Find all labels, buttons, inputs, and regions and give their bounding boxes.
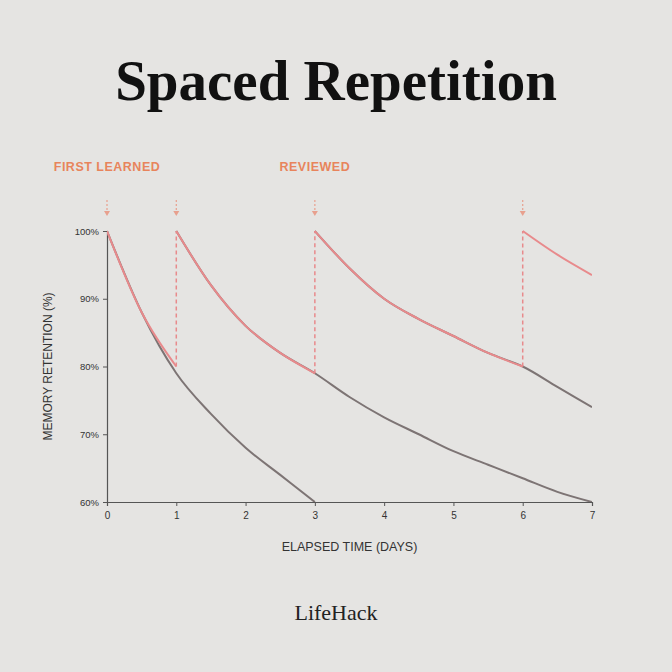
y-tick: 80%: [80, 361, 107, 372]
x-tick-label: 1: [174, 510, 180, 521]
y-tick: 90%: [80, 293, 107, 304]
retention-curve: [107, 231, 315, 502]
x-tick-label: 4: [382, 510, 388, 521]
series: [176, 231, 592, 502]
y-tick-label: 100%: [75, 226, 100, 237]
footer: LifeHack: [294, 600, 377, 625]
review-jump: [314, 231, 316, 373]
x-tick-mark: [523, 502, 524, 506]
x-tick: 3: [313, 502, 319, 521]
event-arrow-stem: [176, 200, 177, 212]
x-tick-label: 2: [243, 510, 249, 521]
x-tick: 6: [520, 502, 526, 521]
event-arrow-head: [104, 211, 110, 216]
title: Spaced Repetition: [115, 49, 557, 112]
event-arrow-stem: [106, 200, 107, 212]
chart: Spaced Repetition FIRST LEARNED REVIEWED 0 1…: [0, 0, 672, 672]
retention-curve: [315, 231, 592, 407]
background: [0, 0, 672, 672]
x-tick-mark: [176, 502, 177, 506]
x-tick: 5: [451, 502, 457, 521]
y-tick-label: 70%: [80, 429, 100, 440]
series: [107, 231, 315, 502]
x-tick-mark: [592, 502, 593, 506]
x-tick: 1: [174, 502, 180, 521]
x-tick: 4: [382, 502, 388, 521]
event-arrow-head: [312, 211, 318, 216]
event-arrow-head: [520, 211, 526, 216]
x-axis-title: ELAPSED TIME (DAYS): [282, 540, 418, 554]
y-tick-mark: [103, 299, 107, 300]
x-tick: 0: [105, 502, 111, 521]
plot-area: [107, 231, 592, 502]
y-tick-label: 60%: [80, 497, 100, 508]
x-tick: 2: [243, 502, 249, 521]
x-tick-label: 7: [590, 510, 596, 521]
y-tick: 70%: [80, 429, 107, 440]
y-tick-mark: [103, 502, 107, 503]
x-tick-mark: [315, 502, 316, 506]
retention-curve: [176, 231, 315, 373]
x-tick-mark: [384, 502, 385, 506]
event-arrow-head: [173, 211, 179, 216]
y-tick-mark: [103, 231, 107, 232]
annotation: REVIEWED: [280, 160, 351, 174]
event-markers: [104, 200, 526, 216]
series: [315, 231, 592, 407]
x-axis-line: [108, 503, 593, 507]
y-axis: 60% 70% 80% 90% 100%: [75, 226, 108, 508]
x-tick-label: 0: [105, 510, 111, 521]
event-arrow-stem: [522, 200, 523, 212]
review-jump: [522, 231, 524, 367]
x-tick-label: 3: [313, 510, 319, 521]
retention-curve: [107, 231, 176, 367]
retention-curve: [523, 231, 592, 275]
x-tick-mark: [453, 502, 454, 506]
retention-curve: [176, 231, 592, 502]
x-tick-label: 6: [520, 510, 526, 521]
x-axis: 0 1 2 3 4 5 6 7: [105, 502, 596, 521]
event-arrow-stem: [314, 200, 315, 212]
x-tick: 7: [590, 502, 596, 521]
retention-curve: [315, 231, 523, 367]
y-tick: 100%: [75, 226, 107, 237]
y-tick-label: 80%: [80, 361, 100, 372]
y-tick-label: 90%: [80, 293, 100, 304]
y-tick-mark: [103, 434, 107, 435]
series: [107, 231, 592, 373]
y-axis-title: MEMORY RETENTION (%): [41, 292, 55, 440]
y-tick-mark: [103, 367, 107, 368]
annotation: FIRST LEARNED: [54, 160, 161, 174]
y-axis-line: [103, 232, 108, 503]
y-tick: 60%: [80, 497, 107, 508]
x-tick-label: 5: [451, 510, 457, 521]
x-tick-mark: [246, 502, 247, 506]
review-jump: [176, 231, 178, 367]
